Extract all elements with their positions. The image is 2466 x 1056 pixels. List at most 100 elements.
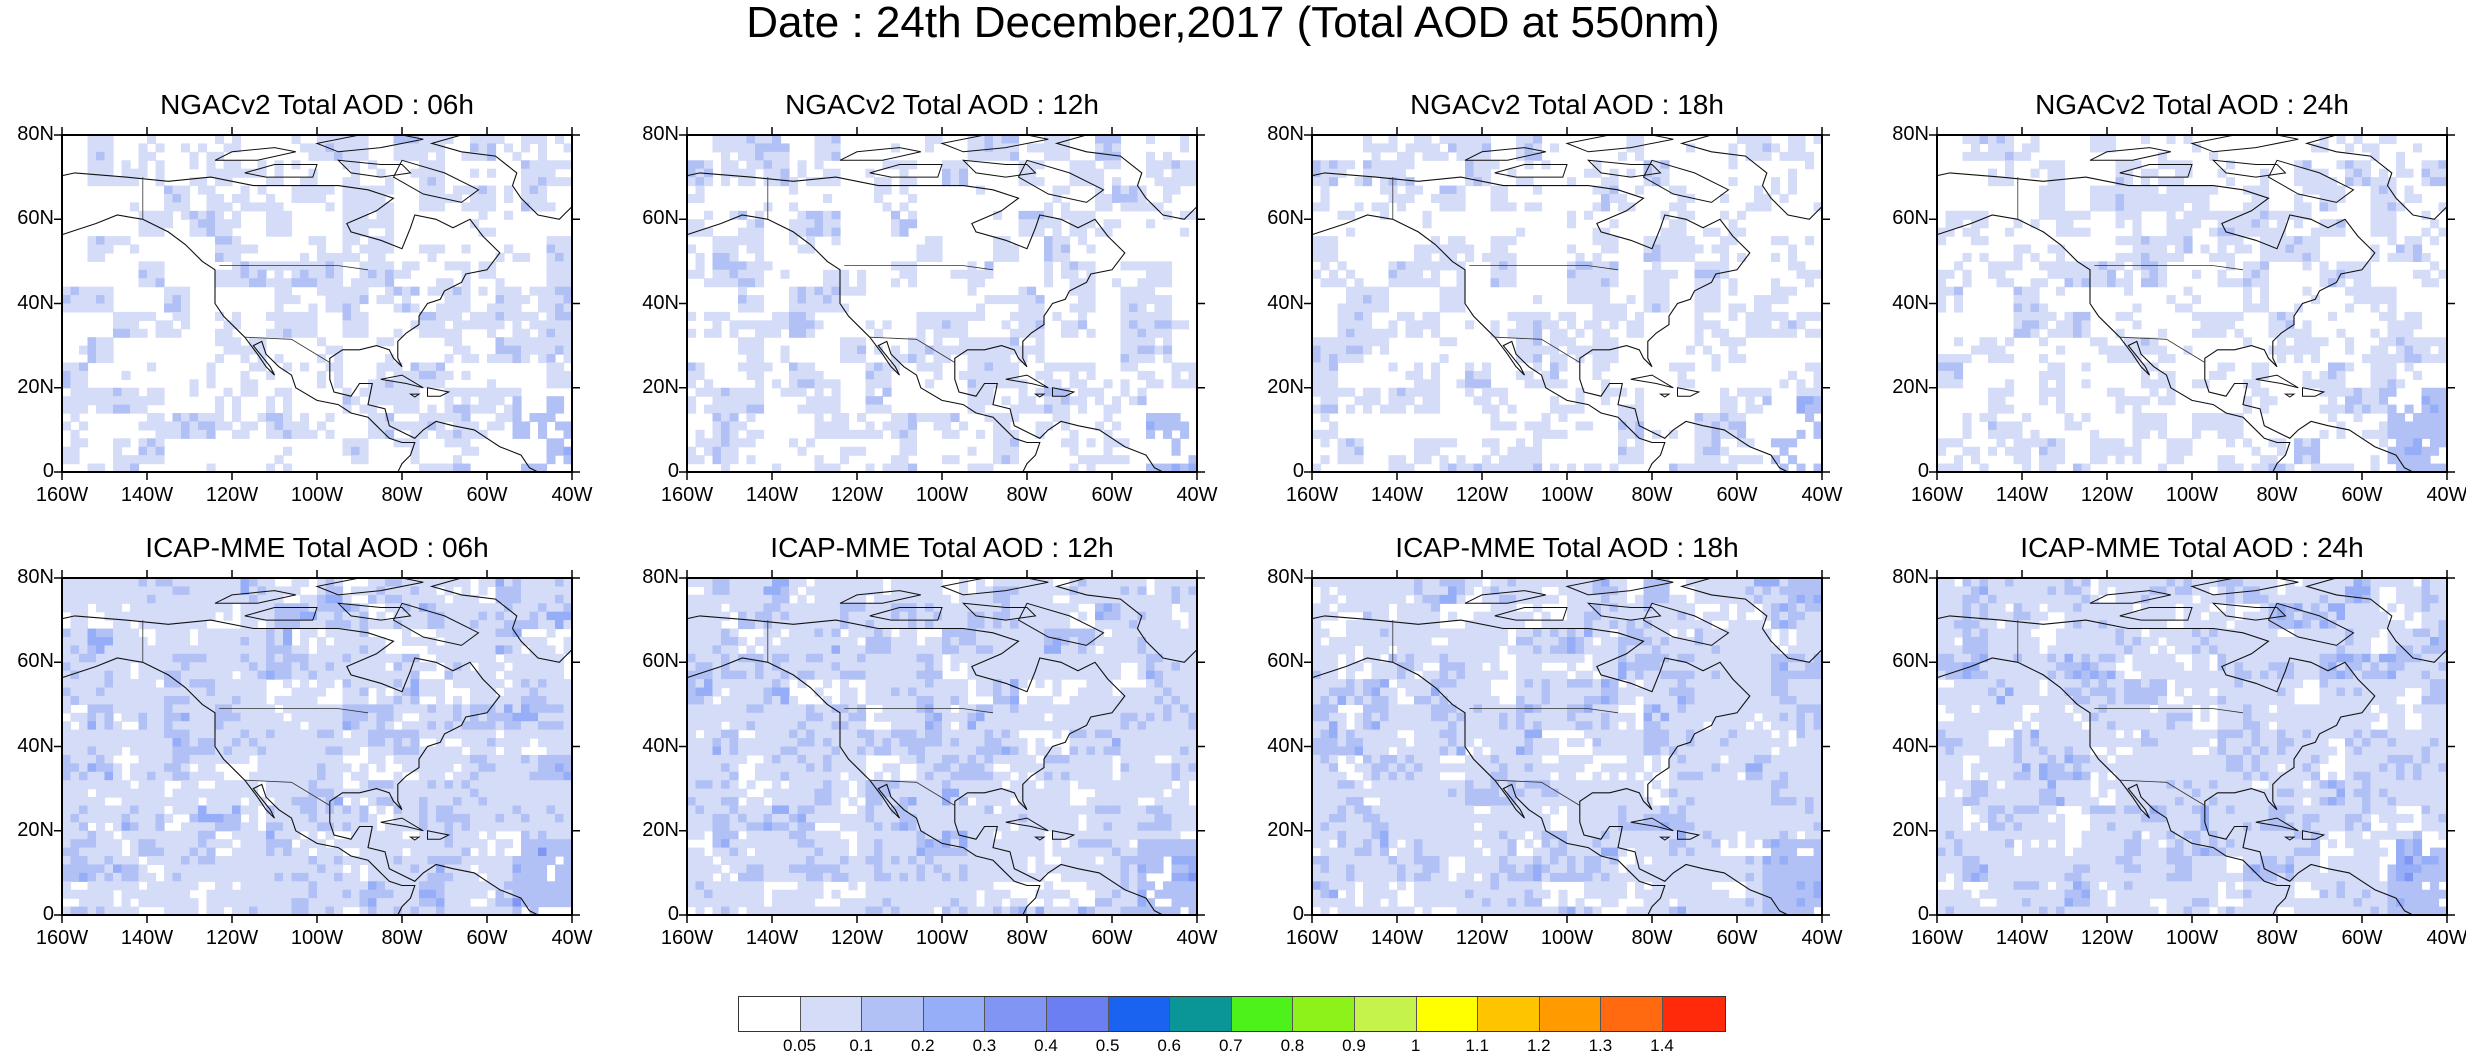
colorbar-swatch: [1108, 997, 1171, 1031]
lon-tick-label: 80W: [2256, 927, 2298, 949]
colorbar-swatch: [985, 997, 1047, 1031]
lon-tick-label: 60W: [1716, 484, 1758, 506]
colorbar-label: 0.05: [783, 1036, 817, 1055]
lat-tick-label: 60N: [1892, 650, 1929, 673]
lon-tick-label: 40W: [1176, 484, 1218, 506]
lat-tick-label: 60N: [642, 207, 679, 230]
lon-tick-label: 160W: [1285, 927, 1339, 949]
lat-tick-label: 0: [1917, 903, 1929, 925]
lat-tick-label: 40N: [1892, 291, 1929, 314]
lon-tick-label: 40W: [551, 927, 593, 949]
lat-tick-label: 40N: [17, 734, 54, 757]
lat-tick-label: 20N: [17, 375, 54, 398]
lat-tick-label: 20N: [642, 818, 679, 841]
colorbar-label: 0.4: [1034, 1036, 1058, 1055]
coastlines: [62, 578, 572, 915]
lon-tick-label: 100W: [290, 484, 344, 506]
lon-tick-label: 160W: [35, 484, 89, 506]
map-panel: [679, 570, 1205, 923]
colorbar-label: 0.8: [1280, 1036, 1305, 1055]
colorbar-label: 0.9: [1342, 1036, 1366, 1055]
lon-tick-label: 160W: [1285, 484, 1339, 506]
lon-tick-label: 60W: [1716, 927, 1758, 949]
lat-tick-label: 80N: [1267, 123, 1304, 145]
colorbar-swatch: [1170, 997, 1232, 1031]
lat-tick-label: 40N: [1267, 734, 1304, 757]
coastlines: [1312, 578, 1822, 915]
lon-tick-label: 160W: [1910, 484, 1964, 506]
colorbar-swatch: [1601, 997, 1663, 1031]
coastlines: [62, 135, 572, 472]
lon-tick-label: 100W: [2165, 927, 2219, 949]
colorbar-label: 0.6: [1157, 1036, 1181, 1055]
lon-tick-label: 120W: [1455, 484, 1509, 506]
lat-tick-label: 40N: [17, 291, 54, 314]
lon-tick-label: 40W: [1801, 484, 1843, 506]
colorbar-swatch: [1478, 997, 1540, 1031]
lon-tick-label: 80W: [381, 484, 423, 506]
coastlines: [1937, 578, 2447, 915]
lon-tick-label: 40W: [1801, 927, 1843, 949]
lon-tick-label: 120W: [205, 927, 259, 949]
lat-tick-label: 0: [42, 460, 54, 482]
aod-field: [62, 578, 572, 915]
figure-title: Date : 24th December,2017 (Total AOD at …: [746, 0, 1720, 47]
colorbar-label: 0.5: [1095, 1036, 1120, 1055]
lat-tick-label: 40N: [642, 291, 679, 314]
lon-tick-label: 60W: [1091, 927, 1133, 949]
colorbar-label: 1.1: [1465, 1036, 1489, 1055]
lon-tick-label: 80W: [1631, 484, 1673, 506]
lat-tick-label: 40N: [1892, 734, 1929, 757]
lat-tick-label: 80N: [1892, 123, 1929, 145]
lon-tick-label: 120W: [830, 484, 884, 506]
map-panel: [679, 127, 1205, 480]
lon-tick-label: 40W: [551, 484, 593, 506]
lat-tick-label: 60N: [642, 650, 679, 673]
lon-tick-label: 100W: [2165, 484, 2219, 506]
lon-tick-label: 100W: [1540, 484, 1594, 506]
colorbar-swatch: [1046, 997, 1109, 1031]
lat-tick-label: 80N: [642, 123, 679, 145]
colorbar-swatch: [862, 997, 924, 1031]
map-panel: [1929, 127, 2455, 480]
panel-title: ICAP-MME Total AOD : 24h: [2020, 532, 2364, 563]
lon-tick-label: 100W: [1540, 927, 1594, 949]
colorbar: [738, 996, 1726, 1032]
lon-tick-label: 80W: [381, 927, 423, 949]
lon-tick-label: 40W: [2426, 927, 2466, 949]
lon-tick-label: 140W: [120, 927, 174, 949]
map-panel: [54, 570, 580, 923]
coastlines: [687, 135, 1197, 472]
colorbar-label: 1: [1410, 1036, 1421, 1055]
lat-tick-label: 60N: [1267, 207, 1304, 230]
lat-tick-label: 80N: [17, 123, 54, 145]
colorbar-label: 0.3: [972, 1036, 997, 1055]
aod-field: [62, 135, 572, 472]
lon-tick-label: 60W: [1091, 484, 1133, 506]
colorbar-label: 1.2: [1526, 1036, 1551, 1055]
lon-tick-label: 120W: [1455, 927, 1509, 949]
colorbar-swatch: [923, 997, 986, 1031]
aod-field: [687, 578, 1197, 915]
coastlines: [1312, 135, 1822, 472]
map-panel: [1929, 570, 2455, 923]
lat-tick-label: 20N: [1892, 375, 1929, 398]
panel-title: ICAP-MME Total AOD : 18h: [1395, 532, 1739, 563]
lon-tick-label: 40W: [1176, 927, 1218, 949]
colorbar-label: 0.1: [849, 1036, 873, 1055]
lat-tick-label: 40N: [642, 734, 679, 757]
lat-tick-label: 0: [1292, 460, 1304, 482]
aod-field: [687, 135, 1197, 472]
lon-tick-label: 120W: [205, 484, 259, 506]
lon-tick-label: 80W: [1631, 927, 1673, 949]
lon-tick-label: 60W: [466, 484, 508, 506]
colorbar-label: 0.7: [1218, 1036, 1243, 1055]
colorbar-swatch: [1539, 997, 1602, 1031]
aod-field: [1312, 135, 1822, 472]
panel-title: ICAP-MME Total AOD : 06h: [145, 532, 489, 563]
lon-tick-label: 140W: [120, 484, 174, 506]
lon-tick-label: 140W: [745, 484, 799, 506]
lon-tick-label: 120W: [2080, 484, 2134, 506]
lat-tick-label: 80N: [17, 566, 54, 588]
colorbar-label: 1.4: [1650, 1036, 1674, 1055]
